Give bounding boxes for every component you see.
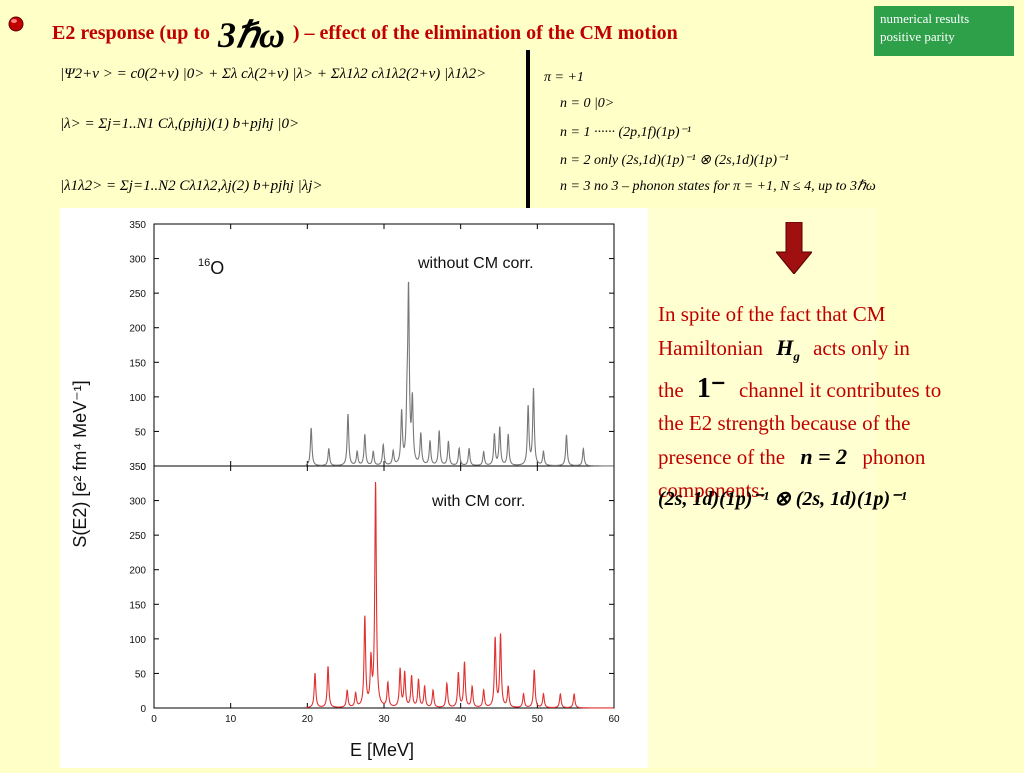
y-tick-label: 0 [140,462,146,473]
two-phonon-equation: |λ1λ2> = Σj=1..N2 Cλ1λ2,λj(2) b+pjhj |λj… [60,178,323,194]
explanation-line3: the 1⁻ channel it contributes to [658,373,942,405]
y-axis-label: S(E2) [e² fm⁴ MeV⁻¹] [70,380,90,547]
hg-symbol: Hg [776,335,800,364]
x-axis-label: E [MeV] [350,740,414,760]
x-tick-label: 40 [455,714,467,725]
x-tick-label: 0 [151,714,157,725]
red-circle-bullet-icon [8,16,24,32]
y-tick-label: 350 [129,220,146,231]
tag-line2: positive parity [880,29,955,44]
x-tick-label: 50 [532,714,544,725]
wavefunction-equation: |Ψ2+ν > = c0(2+ν) |0> + Σλ cλ(2+ν) |λ> +… [60,66,487,82]
y-tick-label: 200 [129,566,146,577]
y-tick-label: 50 [135,669,147,680]
title-row: E2 response (up to 3ℏω ) – effect of the e… [0,0,870,58]
title-part2: ) – effect of the elimination of the CM … [292,22,678,44]
explanation-line4: the E2 strength because of the [658,411,911,436]
series-line-with-cm [305,481,614,709]
y-tick-label: 150 [129,358,146,369]
upper-panel-label: without CM corr. [417,255,534,272]
y-tick-label: 50 [135,427,147,438]
explanation-text: In spite of the fact that CM Hamiltonian… [658,298,998,507]
y-tick-label: 200 [129,324,146,335]
n2-equation: n = 2 only (2s,1d)(1p)⁻¹ ⊗ (2s,1d)(1p)⁻¹ [560,153,789,168]
down-arrow-icon [776,222,812,274]
y-tick-label: 250 [129,531,146,542]
tag-line1: numerical results [880,11,970,26]
explanation-line6: components: [658,478,766,503]
phonon-formula: (2s, 1d)(1p)⁻¹ ⊗ (2s, 1d)(1p)⁻¹ [658,488,907,510]
right-panel-bg [648,208,878,768]
title-symbol: 3ℏω [218,15,285,55]
one-minus-symbol: 1⁻ [696,373,726,405]
y-tick-label: 0 [140,704,146,715]
vertical-divider [526,50,530,215]
y-tick-label: 100 [129,635,146,646]
x-tick-label: 10 [225,714,237,725]
parity-equation: π = +1 [544,70,584,85]
slide-title: E2 response (up to 3ℏω ) – effect of the e… [52,14,678,56]
chart-svg: 0501001502002503003500501001502002503003… [70,220,620,760]
y-tick-label: 100 [129,393,146,404]
n0-equation: n = 0 |0> [560,96,615,111]
explanation-line1: In spite of the fact that CM [658,302,886,326]
y-tick-label: 300 [129,497,146,508]
explanation-line5: presence of the n = 2 phonon [658,444,926,470]
x-tick-label: 60 [608,714,620,725]
y-tick-label: 300 [129,255,146,266]
results-tag: numerical results positive parity [874,6,1014,56]
n1-equation: n = 1 ······ (2p,1f)(1p)⁻¹ [560,125,692,140]
explanation-line2: Hamiltonian Hg acts only in [658,335,910,364]
one-phonon-equation: |λ> = Σj=1..N1 Cλ,(pjhj)(1) b+pjhj |0> [60,116,300,132]
x-tick-label: 30 [378,714,390,725]
series-line-without-cm [305,281,614,467]
x-tick-label: 20 [302,714,314,725]
e2-strength-chart: 0 50 100 150 200 250 300 350 0 50 100 150 200 250 300 3… [60,208,648,768]
n-equals-2: n = 2 [800,444,848,470]
nucleus-label: 16O [198,257,224,278]
y-tick-label: 250 [129,289,146,300]
panel-frame [153,465,615,709]
title-part1: E2 response (up to [52,22,210,44]
y-tick-label: 150 [129,600,146,611]
lower-panel-label: with CM corr. [431,493,525,510]
n3-equation: n = 3 no 3 – phonon states for π = +1, N… [560,179,876,194]
y-tick-label: 350 [129,462,146,473]
